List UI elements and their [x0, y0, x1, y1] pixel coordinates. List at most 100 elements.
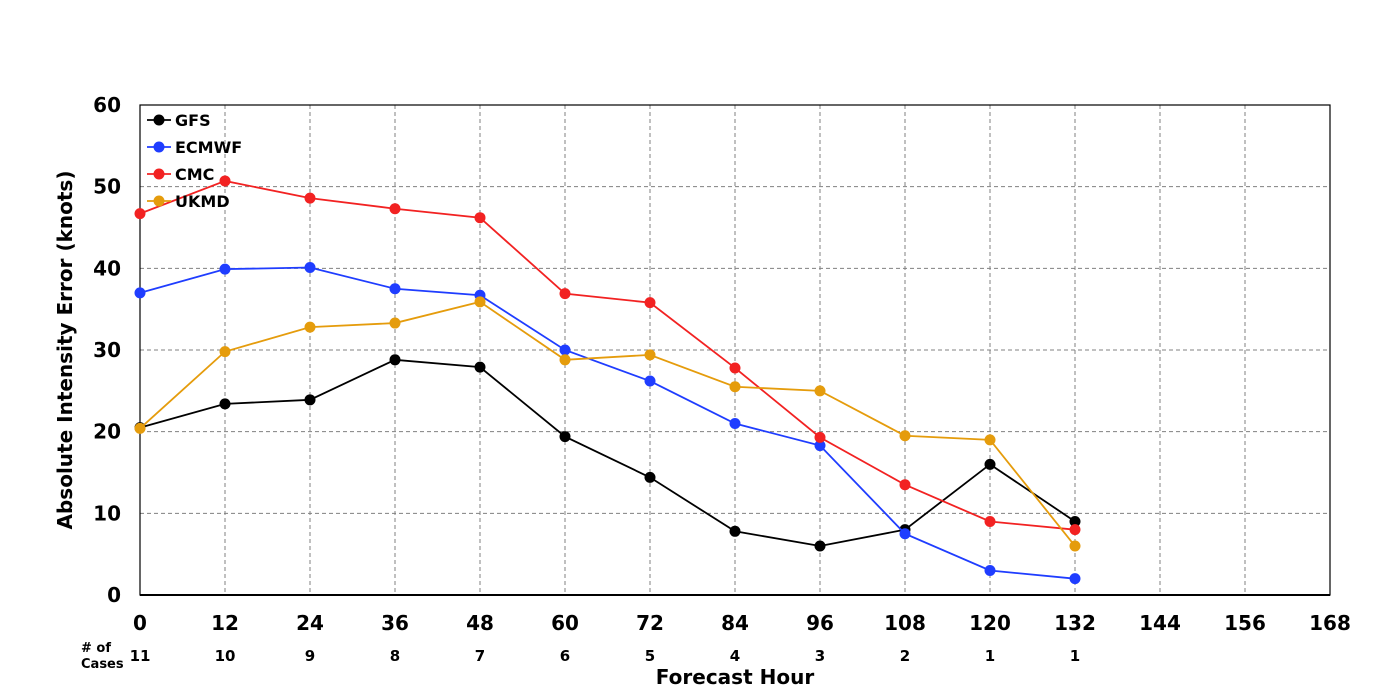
x-axis-title: Forecast Hour [656, 665, 815, 689]
x-tick-label: 72 [636, 611, 664, 635]
series-line-gfs [139, 358, 1076, 547]
x-tick-labels: 0 12 24 36 48 60 72 84 96 108 120 132 144 156 168 [133, 611, 1351, 635]
data-point-ecmwf [389, 283, 401, 295]
data-point-cmc [984, 516, 996, 527]
legend-label: CMC [175, 165, 214, 184]
data-point-gfs [389, 354, 401, 366]
y-tick-label: 10 [93, 501, 121, 525]
data-point-ecmwf [559, 344, 571, 356]
data-point-ukmd [984, 434, 996, 446]
series-layer [134, 175, 1081, 585]
legend-swatch-marker [153, 114, 165, 126]
cases-label-line1: # of [81, 641, 111, 656]
data-point-cmc [1069, 524, 1081, 536]
data-point-cmc [134, 208, 146, 220]
data-point-gfs [1069, 516, 1081, 527]
y-tick-label: 40 [93, 256, 121, 280]
x-tick-label: 156 [1224, 611, 1266, 635]
data-point-ukmd [389, 317, 401, 329]
cases-label-line2: Cases [81, 657, 124, 672]
series-cmc [134, 175, 1081, 536]
cases-row: # of Cases 11 10 9 8 7 6 5 4 3 2 1 1 [81, 641, 1080, 672]
legend-item-gfs: GFS [147, 111, 211, 130]
legend-swatch-marker [153, 195, 165, 207]
legend-swatch-marker [153, 141, 165, 153]
legend-label: UKMD [175, 192, 230, 211]
case-count: 1 [985, 647, 995, 665]
data-point-cmc [644, 297, 656, 309]
x-tick-label: 84 [721, 611, 749, 635]
case-count: 7 [475, 647, 485, 665]
data-point-ukmd [134, 422, 146, 434]
case-count: 2 [900, 647, 910, 665]
case-count: 5 [645, 647, 655, 665]
case-count: 6 [560, 647, 570, 665]
data-point-ukmd [644, 349, 656, 361]
series-line-cmc [139, 180, 1076, 531]
data-point-ecmwf [984, 565, 996, 576]
y-tick-label: 30 [93, 338, 121, 362]
y-tick-label: 60 [93, 93, 121, 117]
data-point-ukmd [1069, 540, 1081, 552]
data-point-ecmwf [219, 263, 231, 275]
data-point-cmc [304, 192, 316, 204]
data-point-cmc [389, 203, 401, 215]
series-line-ukmd [139, 300, 1076, 547]
legend-item-ukmd: UKMD [147, 192, 230, 211]
x-tick-label: 60 [551, 611, 579, 635]
data-point-ecmwf [1069, 573, 1081, 585]
data-point-gfs [644, 471, 656, 483]
data-point-ecmwf [814, 440, 826, 452]
x-tick-label: 0 [133, 611, 147, 635]
case-count: 8 [390, 647, 400, 665]
x-tick-label: 96 [806, 611, 834, 635]
legend-label: GFS [175, 111, 211, 130]
case-count: 9 [305, 647, 315, 665]
legend: GFS ECMWF CMC UKMD [147, 111, 242, 211]
legend-item-cmc: CMC [147, 165, 214, 184]
series-line-ecmwf [139, 266, 1076, 580]
data-point-ukmd [474, 296, 486, 308]
case-count: 1 [1070, 647, 1080, 665]
y-axis-title: Absolute Intensity Error (knots) [53, 171, 77, 530]
case-count: 3 [815, 647, 825, 665]
data-point-ecmwf [899, 528, 911, 540]
data-point-ecmwf [304, 262, 316, 274]
x-tick-label: 120 [969, 611, 1011, 635]
case-count: 11 [130, 647, 151, 665]
data-point-gfs [304, 394, 316, 406]
data-point-gfs [814, 540, 826, 552]
data-point-gfs [474, 361, 486, 373]
data-point-gfs [559, 431, 571, 443]
data-point-cmc [219, 175, 231, 187]
x-tick-label: 36 [381, 611, 409, 635]
data-point-gfs [219, 398, 231, 410]
y-tick-label: 50 [93, 175, 121, 199]
data-point-ukmd [304, 321, 316, 333]
x-tick-label: 24 [296, 611, 324, 635]
legend-swatch-marker [153, 168, 165, 180]
data-point-ecmwf [729, 418, 741, 429]
legend-label: ECMWF [175, 138, 242, 157]
y-tick-labels: 0 10 20 30 40 50 60 [93, 93, 121, 607]
x-tick-label: 108 [884, 611, 926, 635]
data-point-cmc [899, 479, 911, 491]
x-tick-label: 48 [466, 611, 494, 635]
data-point-ecmwf [134, 287, 146, 299]
x-tick-label: 144 [1139, 611, 1181, 635]
y-tick-label: 20 [93, 420, 121, 444]
x-tick-label: 132 [1054, 611, 1096, 635]
x-tick-label: 12 [211, 611, 239, 635]
case-count: 10 [215, 647, 236, 665]
data-point-ukmd [729, 381, 741, 393]
grid-lines [140, 105, 1330, 595]
data-point-gfs [729, 525, 741, 537]
case-count: 4 [730, 647, 740, 665]
data-point-ecmwf [644, 375, 656, 387]
x-tick-label: 168 [1309, 611, 1351, 635]
data-point-ukmd [814, 385, 826, 397]
data-point-cmc [729, 362, 741, 374]
legend-item-ecmwf: ECMWF [147, 138, 242, 157]
data-point-cmc [559, 288, 571, 300]
